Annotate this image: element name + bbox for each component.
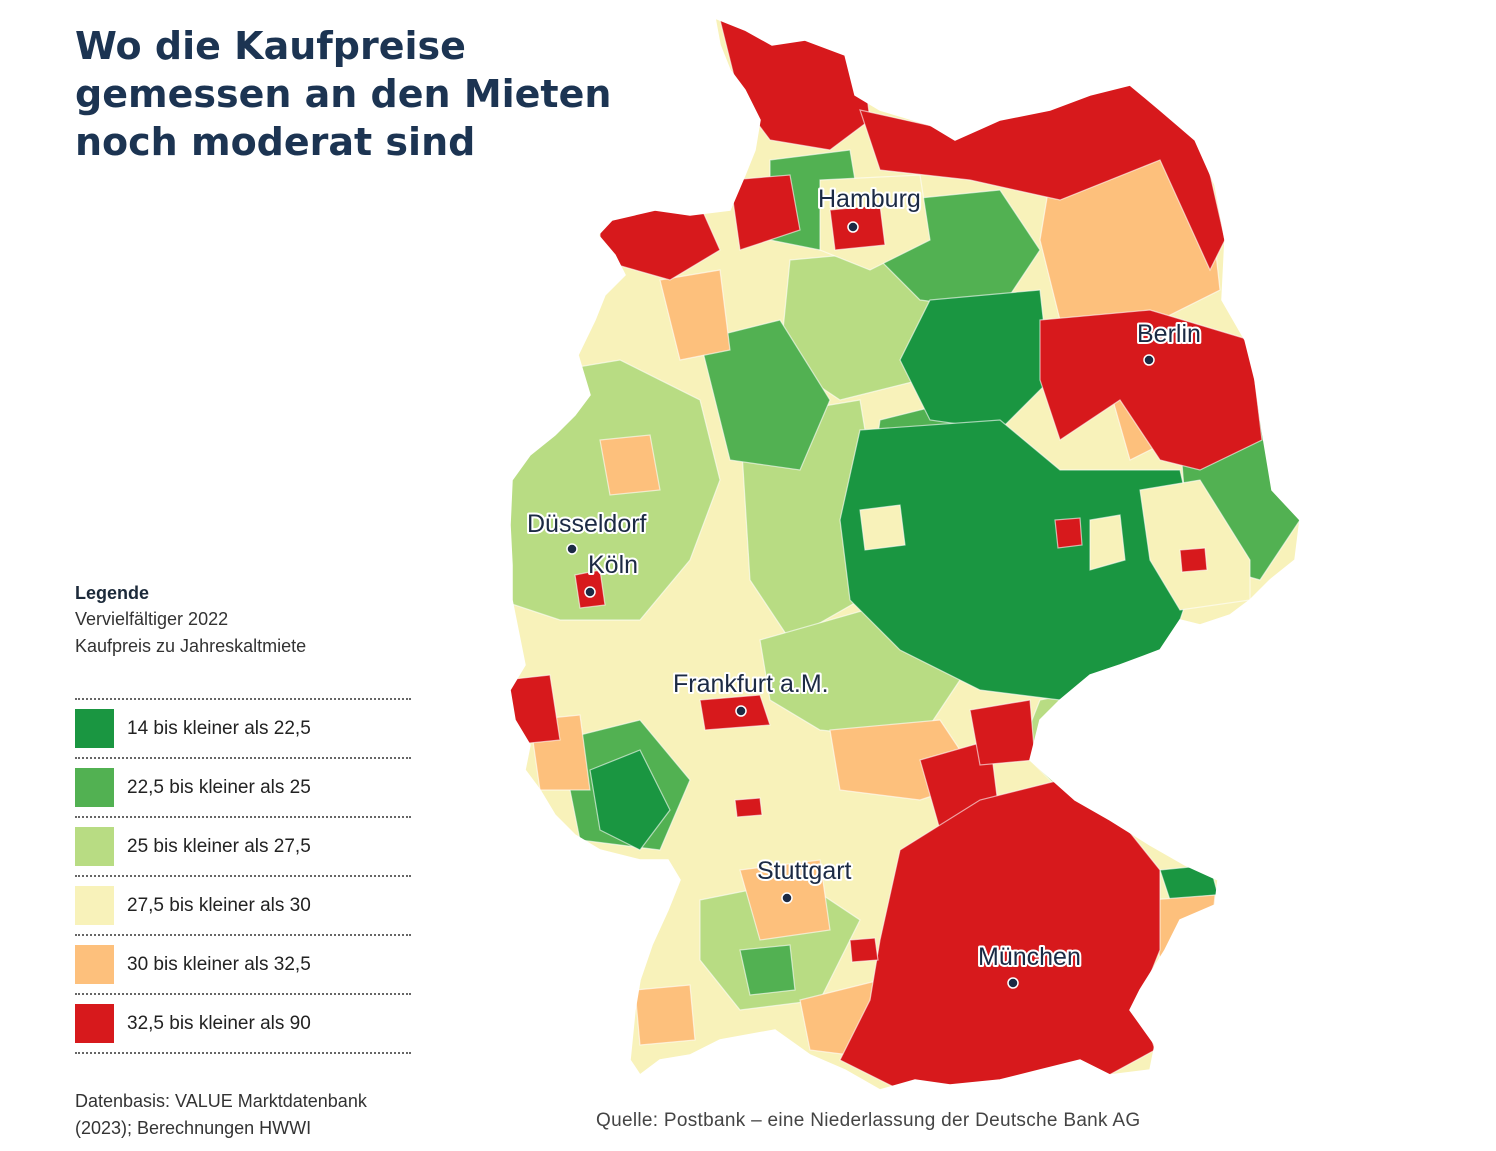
city-label-berlin: Berlin [1137, 320, 1201, 348]
legend-label: 25 bis kleiner als 27,5 [127, 835, 311, 857]
city-marker-duesseldorf: Düsseldorf [525, 508, 649, 555]
region-cuxhaven-red [729, 174, 801, 251]
legend-label: 32,5 bis kleiner als 90 [127, 1012, 311, 1034]
title-line-3: noch moderat sind [75, 120, 476, 164]
legend-swatch [75, 709, 114, 748]
region-schleswig-holstein-red [719, 19, 871, 151]
data-basis-line-1: Datenbasis: VALUE Marktdatenbank [75, 1091, 367, 1111]
city-label-koeln: Köln [588, 551, 638, 579]
region-weser-green [699, 319, 831, 471]
region-dresden-red [1179, 547, 1208, 573]
source-note: Quelle: Postbank – eine Niederlassung de… [596, 1110, 1141, 1131]
region-coburg-red [969, 699, 1036, 766]
region-frankfurt-red [699, 694, 771, 731]
region-ostwestfalen-orange [599, 434, 661, 496]
region-heidelberg-red [734, 797, 763, 818]
city-label-hamburg: Hamburg [818, 185, 921, 213]
city-marker-koeln: Köln [584, 549, 640, 598]
city-label-muenchen: München [978, 943, 1081, 971]
city-marker-frankfurt: Frankfurt a.M. [671, 668, 831, 717]
region-bw-green [739, 944, 796, 996]
legend-item: 25 bis kleiner als 27,5 [75, 818, 411, 877]
city-marker-muenchen: München [976, 941, 1083, 989]
city-label-frankfurt: Frankfurt a.M. [673, 670, 829, 698]
region-cream-1 [1089, 514, 1126, 571]
legend-subtitle-1: Vervielfältiger 2022 [75, 609, 229, 629]
data-basis-line-2: (2023); Berechnungen HWWI [75, 1118, 312, 1138]
city-label-stuttgart: Stuttgart [757, 857, 852, 885]
city-marker-hamburg: Hamburg [816, 183, 923, 233]
region-cream-2 [859, 504, 906, 551]
region-saarland-dark-green [589, 749, 671, 851]
region-tuebingen-red [849, 937, 879, 963]
legend-swatch [75, 768, 114, 807]
legend-label: 27,5 bis kleiner als 30 [127, 894, 311, 916]
legend-item: 30 bis kleiner als 32,5 [75, 936, 411, 995]
region-bavaria-east-green [1159, 864, 1219, 901]
page-title: Wo die Kaufpreise gemessen an den Mieten… [75, 22, 635, 166]
title-line-1: Wo die Kaufpreise [75, 24, 466, 68]
region-berlin-red [1039, 309, 1263, 471]
legend-swatch [75, 827, 114, 866]
legend-label: 22,5 bis kleiner als 25 [127, 776, 311, 798]
legend-subtitle-2: Kaufpreis zu Jahreskaltmiete [75, 636, 307, 656]
legend-label: 30 bis kleiner als 32,5 [127, 953, 311, 975]
legend-item: 27,5 bis kleiner als 30 [75, 877, 411, 936]
title-line-2: gemessen an den Mieten [75, 72, 612, 116]
legend-list: 14 bis kleiner als 22,5 22,5 bis kleiner… [75, 698, 411, 1054]
legend-swatch [75, 1004, 114, 1043]
legend-swatch [75, 945, 114, 984]
city-label-duesseldorf: Düsseldorf [527, 510, 647, 538]
region-freiburg-orange [634, 984, 696, 1046]
legend-item: 22,5 bis kleiner als 25 [75, 759, 411, 818]
germany-choropleth-map: Hamburg Berlin Düsseldorf Köln Frankfurt… [509, 17, 1301, 1091]
data-basis-note: Datenbasis: VALUE Marktdatenbank (2023);… [75, 1088, 435, 1142]
region-northwest-orange [659, 269, 731, 361]
city-marker-berlin: Berlin [1135, 318, 1203, 366]
legend-label: 14 bis kleiner als 22,5 [127, 717, 311, 739]
legend-item: 32,5 bis kleiner als 90 [75, 995, 411, 1054]
legend-swatch [75, 886, 114, 925]
region-leipzig-red [1054, 517, 1083, 549]
city-marker-stuttgart: Stuttgart [755, 855, 854, 904]
legend: Legende Vervielfältiger 2022 Kaufpreis z… [75, 580, 411, 1054]
legend-item: 14 bis kleiner als 22,5 [75, 700, 411, 759]
legend-heading: Legende [75, 583, 150, 603]
